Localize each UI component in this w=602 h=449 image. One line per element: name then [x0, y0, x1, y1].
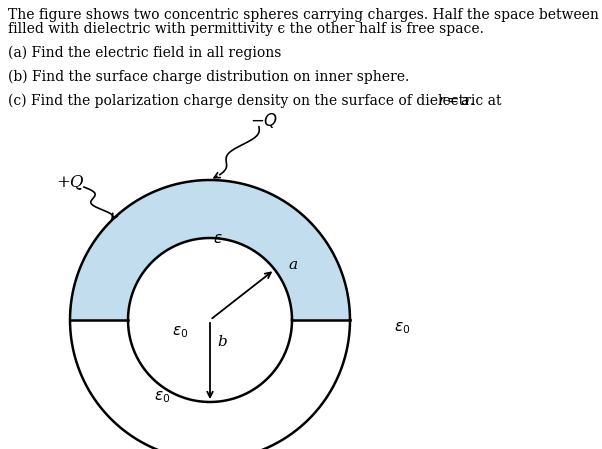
Text: (b) Find the surface charge distribution on inner sphere.: (b) Find the surface charge distribution…	[8, 70, 409, 84]
Text: $\epsilon$: $\epsilon$	[213, 232, 223, 246]
Text: $\epsilon_0$: $\epsilon_0$	[394, 320, 410, 336]
Text: (c) Find the polarization charge density on the surface of dielectric at: (c) Find the polarization charge density…	[8, 94, 506, 108]
Text: b: b	[217, 335, 227, 349]
Text: filled with dielectric with permittivity ϵ the other half is free space.: filled with dielectric with permittivity…	[8, 22, 484, 36]
Text: $\epsilon_0$: $\epsilon_0$	[172, 324, 188, 340]
Text: +Q: +Q	[56, 173, 84, 190]
Text: $-Q$: $-Q$	[250, 111, 278, 130]
Text: a: a	[288, 258, 297, 272]
Text: $\epsilon_0$: $\epsilon_0$	[154, 389, 170, 405]
Text: $r = a$.: $r = a$.	[438, 94, 474, 108]
Text: The figure shows two concentric spheres carrying charges. Half the space between: The figure shows two concentric spheres …	[8, 8, 602, 22]
Polygon shape	[70, 180, 350, 320]
Text: (a) Find the electric field in all regions: (a) Find the electric field in all regio…	[8, 46, 281, 61]
